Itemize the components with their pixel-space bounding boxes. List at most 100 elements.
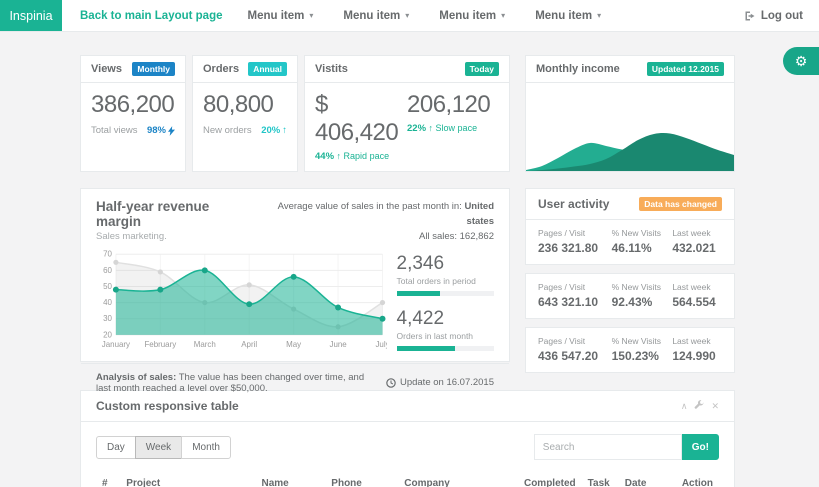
filter-month-button[interactable]: Month xyxy=(181,435,231,459)
svg-text:February: February xyxy=(144,339,176,348)
svg-text:January: January xyxy=(102,339,130,348)
visits-card: Vistits Today $ 406,420 44% ↑ Rapid pace… xyxy=(304,55,510,172)
bolt-icon xyxy=(168,125,175,136)
projects-table: # Project Name Phone Company Completed Task Dat… xyxy=(96,472,719,487)
orders-stat: 20% xyxy=(261,125,281,136)
svg-text:April: April xyxy=(241,339,257,348)
activity-metric-value: 92.43% xyxy=(611,295,653,309)
orders-month-value: 4,422 xyxy=(396,307,445,329)
orders-card-title: Orders xyxy=(203,63,240,75)
views-card-title: Views xyxy=(91,63,122,75)
activity-metric-value: 643 321.10 xyxy=(538,295,599,309)
nav-menu-item[interactable]: Menu item ▾ xyxy=(520,0,616,31)
column-header: Action xyxy=(675,472,719,487)
menu-item-label: Menu item xyxy=(535,9,593,22)
column-header: Date xyxy=(618,472,676,487)
logout-button[interactable]: Log out xyxy=(744,0,819,31)
orders-badge: Annual xyxy=(248,62,287,76)
activity-metric-label: % New Visits xyxy=(611,228,662,238)
revenue-title: Half-year revenue margin xyxy=(96,199,210,229)
user-activity-row: Pages / Visit 643 321.10 % New Visits 92.43… xyxy=(525,273,735,319)
caret-down-icon: ▾ xyxy=(309,11,314,20)
activity-metric-label: % New Visits xyxy=(611,336,662,346)
update-info: Update on 16.07.2015 xyxy=(386,377,494,388)
column-header: Project xyxy=(120,472,256,487)
activity-metric-label: Last week xyxy=(672,336,711,346)
menu-item-label: Menu item xyxy=(343,9,401,22)
collapse-icon[interactable]: ∧ xyxy=(680,400,688,411)
user-activity-row: Pages / Visit 236 321.80 % New Visits 46.11… xyxy=(525,220,735,265)
level-up-icon: ↑ xyxy=(336,151,342,161)
visits-right-pace: Slow pace xyxy=(435,123,478,133)
activity-metric-value: 46.11% xyxy=(611,241,652,255)
caret-down-icon: ▾ xyxy=(597,11,602,20)
theme-settings-button[interactable]: ⚙ xyxy=(783,47,819,75)
go-button[interactable]: Go! xyxy=(681,434,719,460)
level-up-icon: ↑ xyxy=(428,123,434,133)
svg-text:50: 50 xyxy=(103,282,112,291)
table-header-row: # Project Name Phone Company Completed Task Dat… xyxy=(96,472,719,487)
orders-period-value: 2,346 xyxy=(396,252,445,274)
column-header: Completed xyxy=(517,472,582,487)
user-activity-panel: User activity Data has changed Pages / V… xyxy=(525,188,735,373)
all-sales: All sales: 162,862 xyxy=(419,231,494,243)
views-card: Views Monthly 386,200 Total views 98% xyxy=(80,55,186,172)
activity-metric-value: 236 321.80 xyxy=(538,241,599,255)
column-header: Phone xyxy=(325,472,399,487)
orders-month-label: Orders in last month xyxy=(396,330,474,341)
monthly-income-chart xyxy=(526,133,734,171)
svg-text:June: June xyxy=(329,339,347,348)
activity-metric-label: Pages / Visit xyxy=(538,228,586,238)
clock-icon xyxy=(386,377,396,388)
brand-logo[interactable]: Inspinia xyxy=(0,0,62,31)
filter-day-button[interactable]: Day xyxy=(96,435,136,459)
orders-period-label: Total orders in period xyxy=(396,275,476,286)
orders-period-progress xyxy=(396,290,494,296)
activity-metric-label: Last week xyxy=(672,228,711,238)
menu-item-label: Menu item xyxy=(439,9,497,22)
filter-week-button[interactable]: Week xyxy=(134,435,183,459)
visits-left: $ 406,420 44% ↑ Rapid pace xyxy=(315,91,407,162)
visits-badge: Today xyxy=(464,62,499,76)
svg-text:70: 70 xyxy=(103,249,112,258)
column-header: Task xyxy=(581,472,619,487)
activity-metric-value: 150.23% xyxy=(611,349,659,363)
nav-menu-item[interactable]: Menu item ▾ xyxy=(424,0,520,31)
gears-icon: ⚙ xyxy=(794,52,808,69)
views-value: 386,200 xyxy=(91,91,175,118)
caret-down-icon: ▾ xyxy=(501,11,506,20)
views-badge: Monthly xyxy=(132,62,175,76)
views-label: Total views xyxy=(91,125,138,136)
revenue-summary: Average value of sales in the past month… xyxy=(254,199,494,245)
revenue-stats: 2,346 Total orders in period 4,422 Order… xyxy=(396,249,494,363)
orders-month-progress xyxy=(396,345,494,351)
monthly-income-title: Monthly income xyxy=(536,63,620,75)
logout-label: Log out xyxy=(760,9,803,22)
revenue-panel: Half-year revenue margin Sales marketing… xyxy=(80,188,510,394)
level-up-icon: ↑ xyxy=(282,125,287,136)
close-icon[interactable]: ✕ xyxy=(711,400,719,411)
wrench-icon[interactable] xyxy=(694,400,705,412)
nav-menu-item[interactable]: Menu item ▾ xyxy=(328,0,424,31)
revenue-subtitle: Sales marketing. xyxy=(96,231,167,242)
nav-menu-item[interactable]: Menu item ▾ xyxy=(233,0,329,31)
activity-metric-value: 564.554 xyxy=(672,295,716,309)
activity-metric-label: % New Visits xyxy=(611,282,662,292)
column-header: # xyxy=(96,472,121,487)
column-header: Name xyxy=(255,472,326,487)
orders-card: Orders Annual 80,800 New orders 20% ↑ xyxy=(192,55,298,172)
back-to-layout-link[interactable]: Back to main Layout page xyxy=(80,9,223,22)
orders-value: 80,800 xyxy=(203,91,274,118)
user-activity-title: User activity xyxy=(538,197,610,211)
visits-right-value: 206,120 xyxy=(407,91,491,118)
activity-metric-label: Last week xyxy=(672,282,711,292)
menu-item-label: Menu item xyxy=(247,9,305,22)
svg-text:March: March xyxy=(194,339,216,348)
custom-table-panel: Custom responsive table ∧ ✕ Day Week Month… xyxy=(80,390,735,487)
column-header: Company xyxy=(398,472,518,487)
user-activity-row: Pages / Visit 436 547.20 % New Visits 150.2… xyxy=(525,327,735,373)
svg-text:30: 30 xyxy=(103,314,112,323)
search-input[interactable] xyxy=(533,434,682,460)
monthly-income-card: Monthly income Updated 12.2015 xyxy=(525,55,735,172)
svg-text:40: 40 xyxy=(103,298,112,307)
